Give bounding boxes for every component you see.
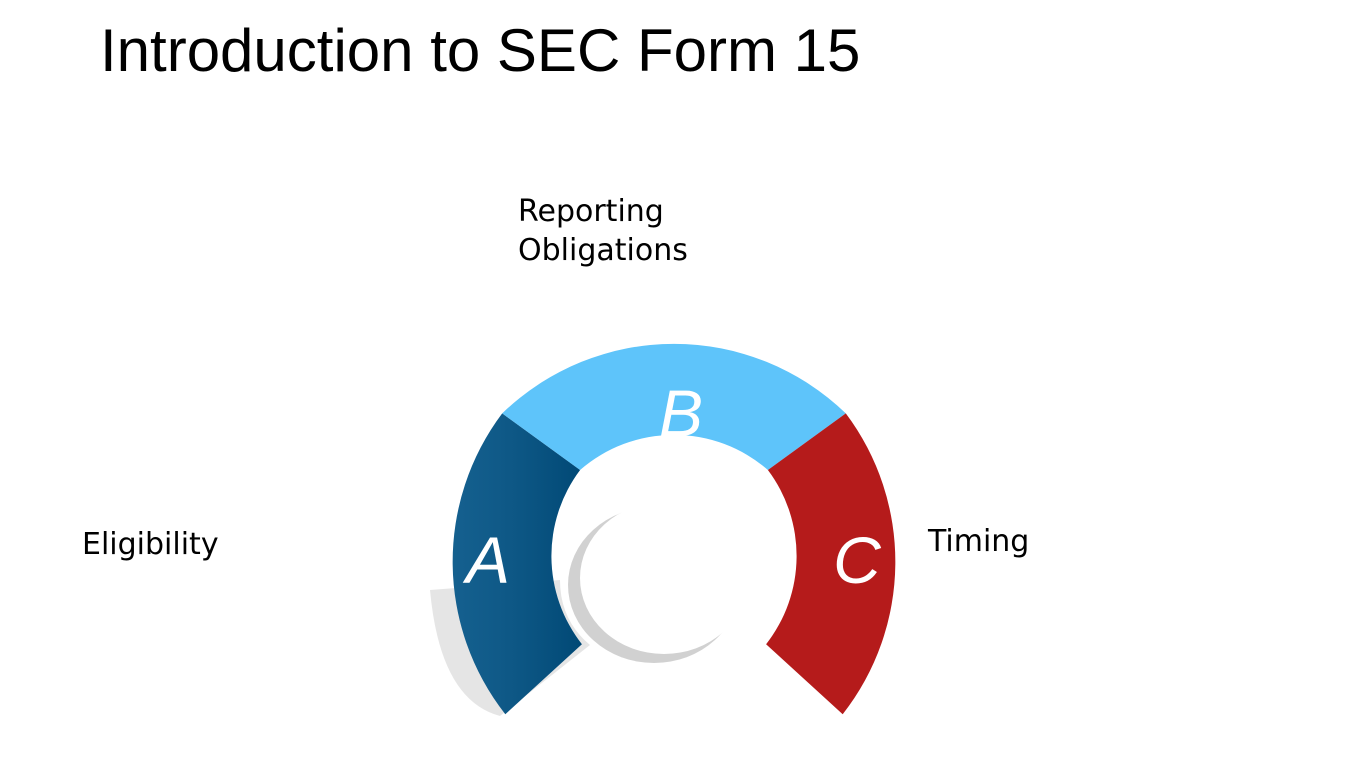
segment-a-shading: [452, 413, 582, 715]
segment-b-letter: B: [659, 376, 703, 450]
segment-c-letter: C: [833, 523, 882, 597]
segment-b-shape: [502, 343, 846, 470]
slide-title: Introduction to SEC Form 15: [100, 17, 861, 84]
label-eligibility: Eligibility: [82, 527, 219, 562]
label-reporting-obligations: Reporting Obligations: [518, 192, 758, 270]
segment-a-letter: A: [462, 523, 510, 597]
segment-c-shape: [766, 413, 896, 715]
label-timing: Timing: [928, 524, 1030, 559]
label-b-line-1: Reporting: [518, 194, 664, 229]
label-b-line-2: Obligations: [518, 233, 688, 268]
inner-hole: [580, 502, 748, 654]
